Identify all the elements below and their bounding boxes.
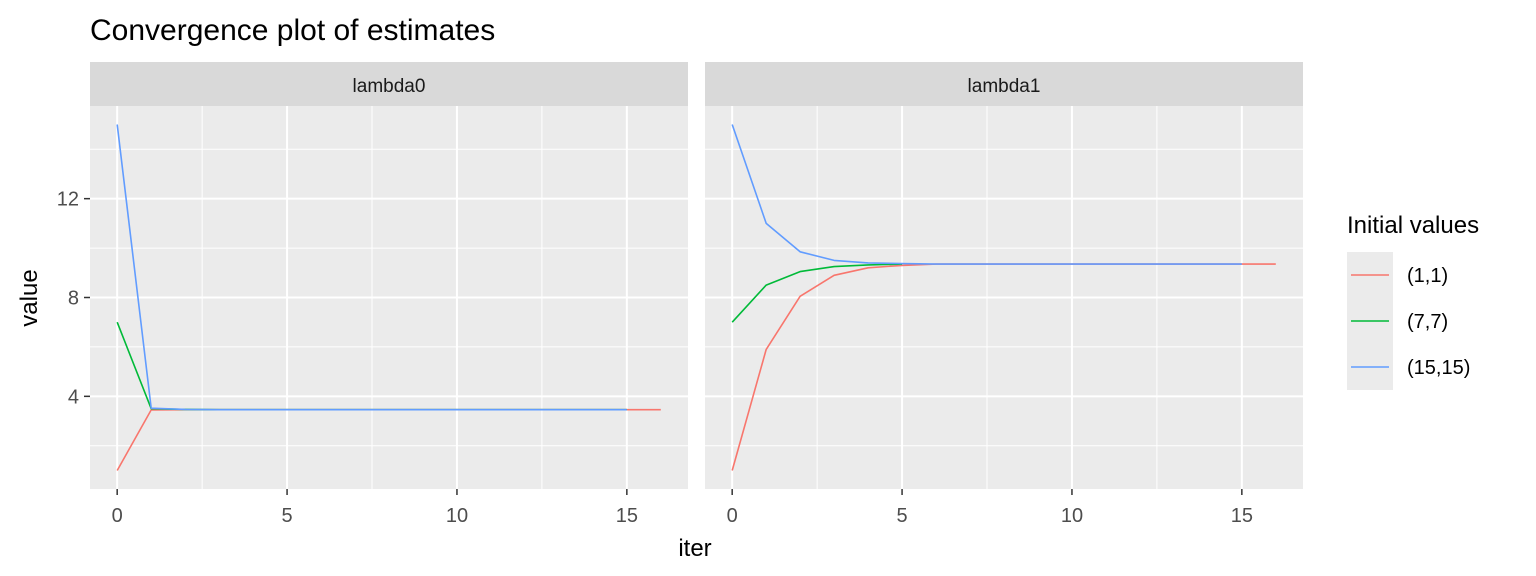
x-tick-label: 10 — [1061, 505, 1083, 527]
x-tick-label: 5 — [897, 505, 908, 527]
strip-lambda0 — [90, 62, 688, 106]
legend: Initial values (1,1) (7,7) (15,15) — [1347, 212, 1479, 390]
x-axis: 0 5 10 15 0 5 10 15 — [112, 489, 1253, 527]
series-line-lambda1-15-15 — [731, 124, 1242, 265]
x-tick-label: 15 — [1231, 505, 1253, 527]
panel-lambda1: lambda1 — [705, 62, 1303, 489]
x-tick-label: 5 — [282, 505, 293, 527]
chart-title: Convergence plot of estimates — [90, 14, 495, 47]
legend-title: Initial values — [1347, 212, 1479, 239]
legend-entry-label: (15,15) — [1407, 357, 1470, 379]
strip-label-lambda1: lambda1 — [968, 76, 1041, 97]
x-tick-label: 10 — [446, 505, 468, 527]
series-line-lambda0-15-15 — [116, 124, 627, 411]
legend-entry-label: (7,7) — [1407, 311, 1448, 333]
series-line-lambda1-7-7 — [731, 263, 903, 323]
x-tick-label: 0 — [112, 505, 123, 527]
y-tick-label: 4 — [68, 386, 79, 408]
y-tick-label: 12 — [57, 189, 79, 211]
x-axis-title: iter — [678, 535, 711, 562]
x-tick-label: 15 — [616, 505, 638, 527]
x-tick-label: 0 — [727, 505, 738, 527]
panel-lambda0: lambda0 — [90, 62, 688, 489]
strip-label-lambda0: lambda0 — [353, 76, 426, 97]
strip-lambda1 — [705, 62, 1303, 106]
y-axis-title: value — [16, 269, 43, 326]
legend-entry-label: (1,1) — [1407, 265, 1448, 287]
y-axis: 4 8 12 — [57, 189, 90, 408]
y-tick-label: 8 — [68, 288, 79, 310]
